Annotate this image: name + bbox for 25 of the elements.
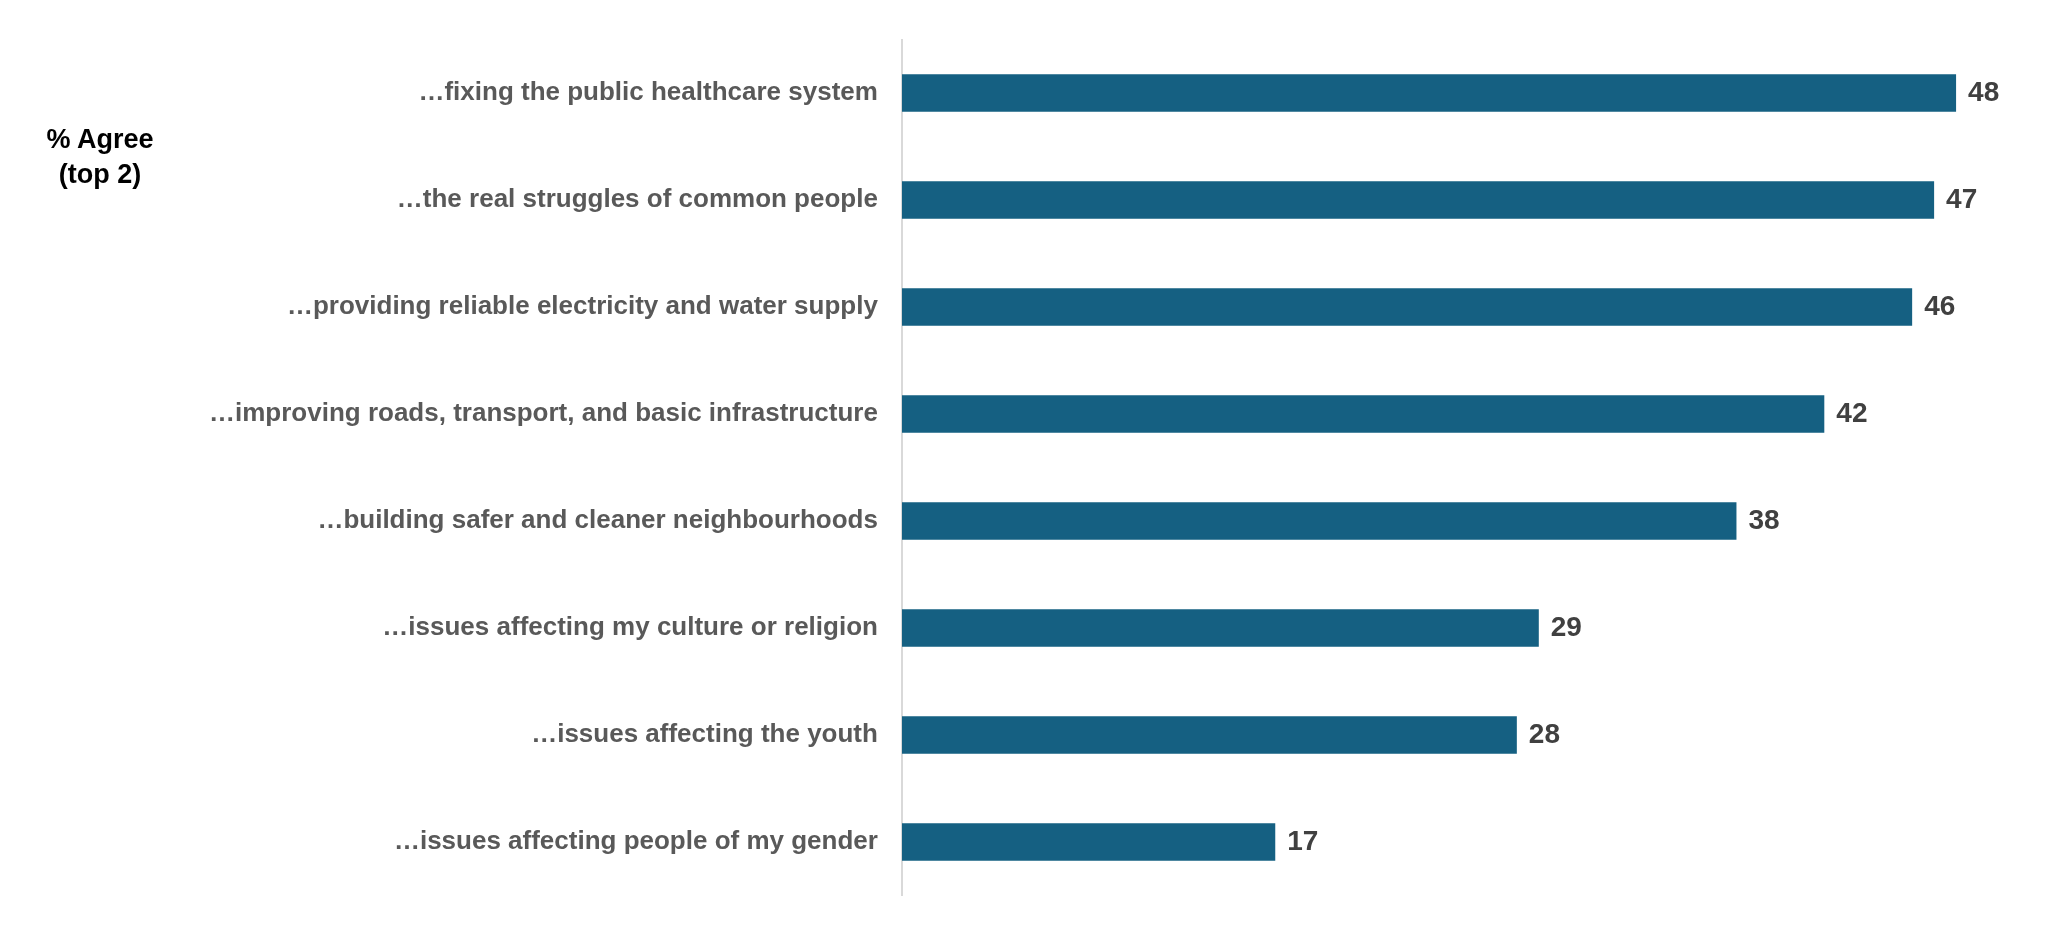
- data-label: 42: [1836, 396, 1868, 428]
- data-label: 48: [1968, 75, 2000, 107]
- y-tick-label: …issues affecting my culture or religion: [382, 611, 878, 642]
- data-label: 47: [1946, 182, 1978, 214]
- y-tick-label: …improving roads, transport, and basic infrastructure: [209, 397, 878, 428]
- bar: [901, 181, 1935, 219]
- data-label: 46: [1924, 289, 1956, 321]
- y-tick-label: …issues affecting the youth: [531, 718, 878, 749]
- y-axis-title: % Agree (top 2): [45, 123, 155, 192]
- bar: [901, 609, 1539, 647]
- bar: [901, 74, 1957, 112]
- bar: [901, 502, 1737, 540]
- data-label: 17: [1287, 824, 1319, 856]
- bar: [901, 823, 1276, 861]
- y-tick-label: …providing reliable electricity and water supply: [286, 290, 879, 321]
- bar: [901, 716, 1517, 754]
- data-label: 38: [1748, 503, 1780, 535]
- data-label: 28: [1528, 717, 1560, 749]
- bar: [901, 288, 1913, 326]
- bar: [901, 395, 1825, 433]
- y-tick-label: …building safer and cleaner neighbourhoods: [317, 504, 878, 535]
- y-tick-label: …issues affecting people of my gender: [393, 825, 878, 856]
- y-tick-label: …the real struggles of common people: [396, 183, 878, 214]
- data-label: 29: [1550, 610, 1582, 642]
- y-tick-label: …fixing the public healthcare system: [418, 76, 878, 107]
